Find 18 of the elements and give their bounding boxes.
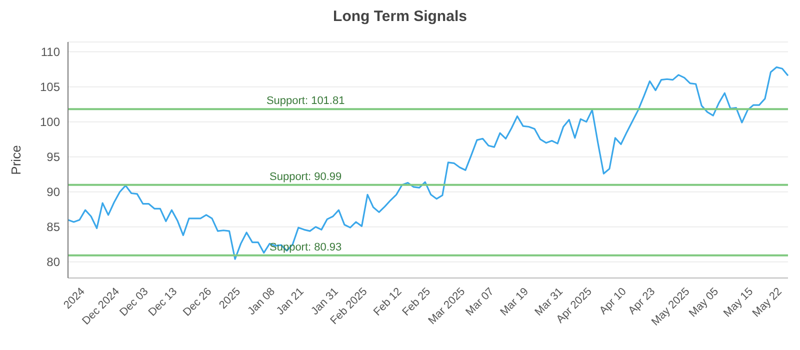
x-tick-label: Mar 07 xyxy=(464,286,496,318)
line-series xyxy=(67,66,789,260)
y-axis-title: Price xyxy=(8,145,24,175)
y-tick-label: 85 xyxy=(46,220,60,234)
x-tick-label: Apr 10 xyxy=(597,286,629,318)
x-tick-label: Mar 19 xyxy=(498,286,531,318)
y-tick-label: 90 xyxy=(46,185,60,200)
ref-line-label: Support: 101.81 xyxy=(266,95,345,108)
y-tick-label: 80 xyxy=(46,255,60,270)
x-tick-label: Feb 25 xyxy=(400,286,433,318)
y-tick-label: 105 xyxy=(40,80,60,94)
chart-title: Long Term Signals xyxy=(332,8,468,27)
x-tick-label: Dec 26 xyxy=(180,286,214,319)
y-tick-label: 100 xyxy=(40,115,60,130)
y-tick-label: 110 xyxy=(40,45,60,60)
ref-line-label: Support: 90.99 xyxy=(270,170,342,183)
y-tick-label: 95 xyxy=(46,150,60,164)
x-tick-label: Dec 13 xyxy=(146,286,180,319)
